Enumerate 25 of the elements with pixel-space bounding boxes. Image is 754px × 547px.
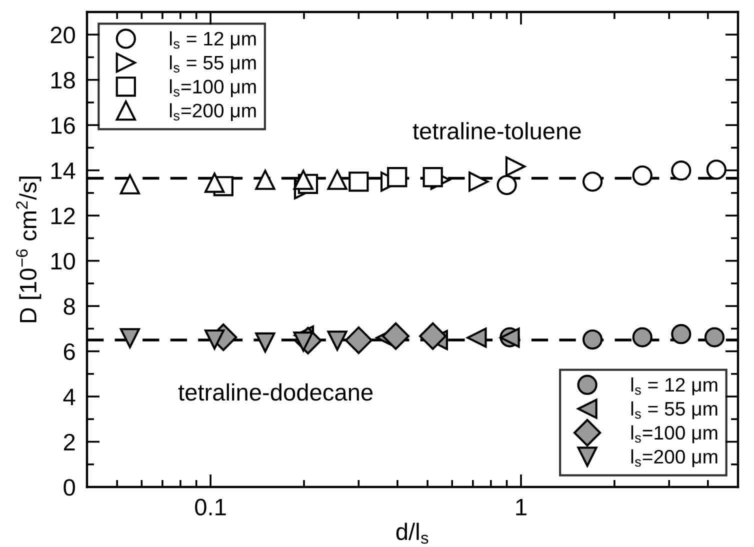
y-tick-label: 10 xyxy=(51,252,75,270)
y-tick-label: 4 xyxy=(63,388,76,406)
y-tick-label: 20 xyxy=(50,26,75,44)
legend-label: l$_{s}$=100 μm xyxy=(170,79,256,98)
y-tick-label: 2 xyxy=(64,434,75,450)
annotation: tetraline-toluene xyxy=(412,122,581,140)
x-axis-title: d/l$_{s}$ xyxy=(396,522,428,544)
legend-label: l$_{s}$ = 12 μm xyxy=(170,31,256,50)
y-tick-label: 8 xyxy=(64,298,75,315)
legend-label: l$_{s}$ = 55 μm xyxy=(170,55,256,74)
y-tick-label: 0 xyxy=(64,479,75,496)
y-axis-title: D [10$^{−6}$ cm$^{2}$/s] xyxy=(16,176,42,322)
y-tick-label: 14 xyxy=(51,162,76,179)
legend-label: l$_{s}$=200 μm xyxy=(631,449,718,468)
y-tick-label: 16 xyxy=(51,117,75,134)
legend-label: l$_{s}$=200 μm xyxy=(170,103,256,122)
legend-label: l$_{s}$ = 55 μm xyxy=(631,401,718,420)
y-tick-label: 6 xyxy=(64,343,75,360)
x-tick-label: 1 xyxy=(516,498,526,516)
x-tick-label: 0.1 xyxy=(195,498,226,516)
y-tick-label: 12 xyxy=(51,208,75,224)
annotation: tetraline-dodecane xyxy=(178,383,373,401)
legend-label: l$_{s}$=100 μm xyxy=(631,425,718,444)
legend-label: l$_{s}$ = 12 μm xyxy=(631,377,718,396)
y-tick-label: 18 xyxy=(51,72,75,89)
